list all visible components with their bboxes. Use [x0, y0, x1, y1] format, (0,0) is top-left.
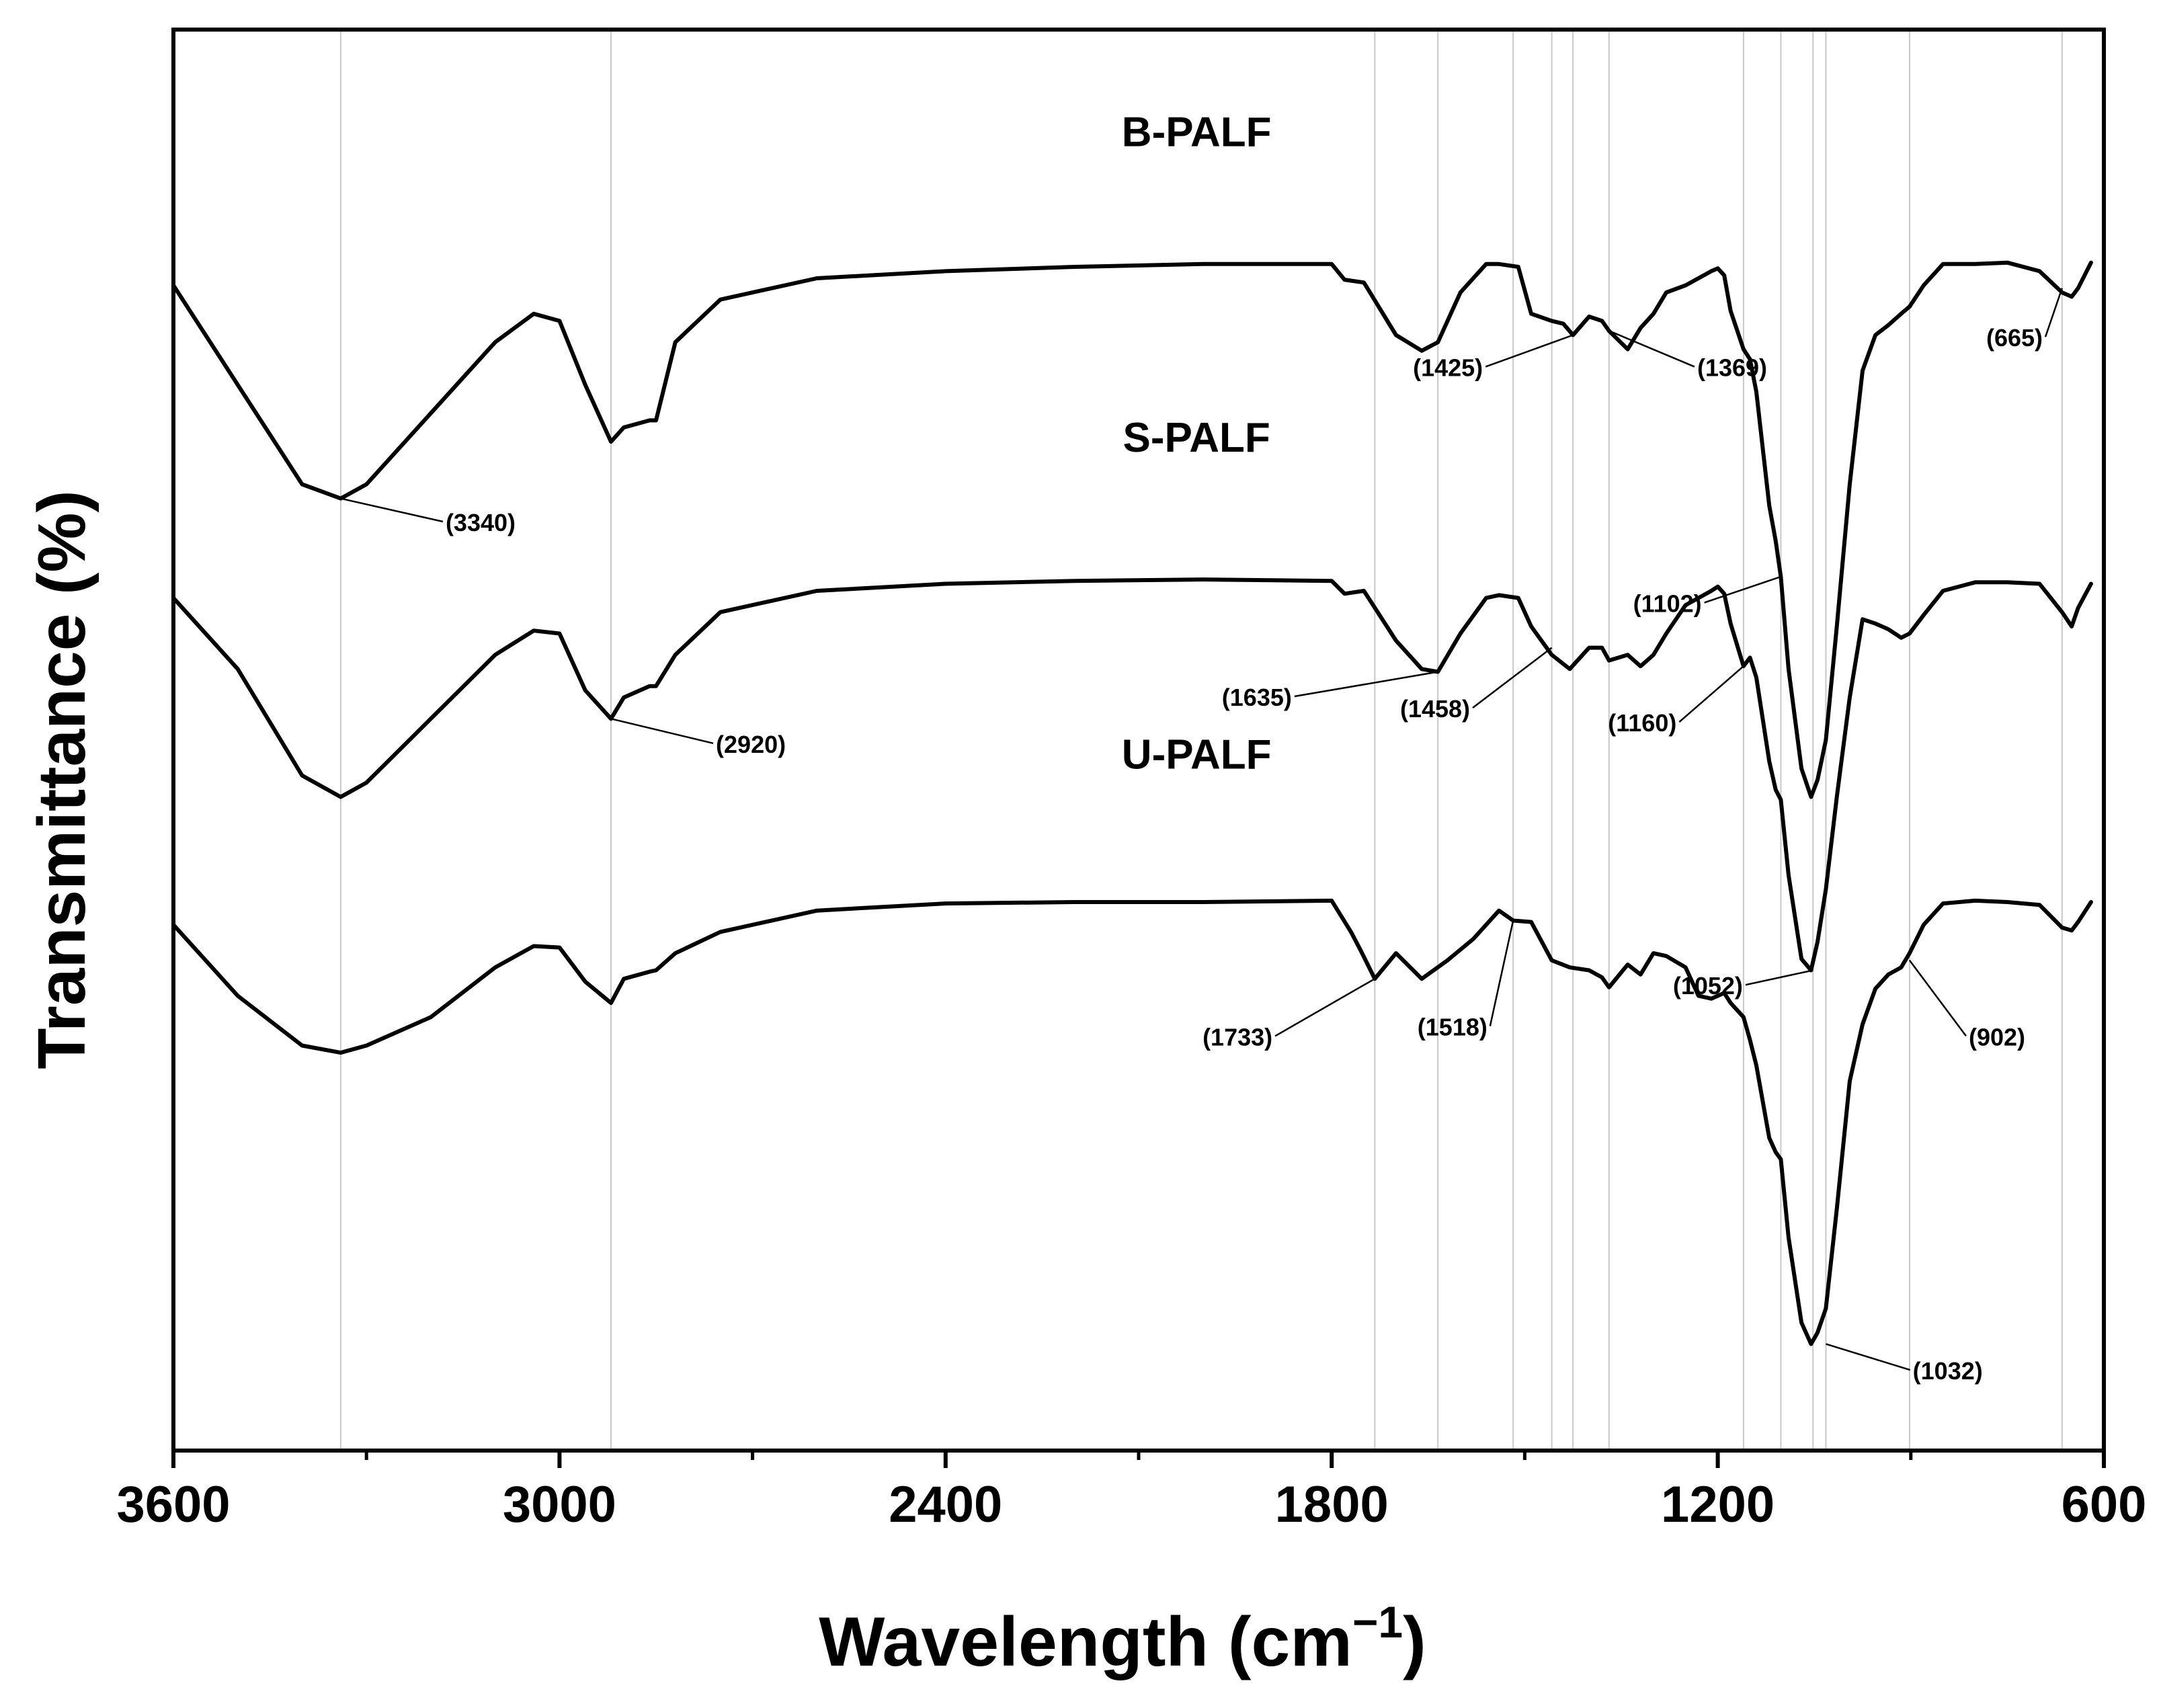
annotation-leader	[1294, 671, 1438, 698]
x-tick-label: 600	[2062, 1476, 2147, 1533]
annotation-leader	[1908, 959, 1967, 1037]
x-tick-label: 3600	[116, 1476, 230, 1533]
series-label-b-palf: B-PALF	[1122, 109, 1272, 155]
peak-label: (3340)	[446, 509, 516, 536]
x-tick-label: 1200	[1661, 1476, 1775, 1533]
peak-label: (1052)	[1673, 972, 1743, 1000]
annotation-leader	[1608, 330, 1695, 368]
peak-label: (2920)	[716, 731, 786, 758]
series-line-u-palf	[171, 898, 2093, 1346]
axes: 3600 3000 2400 1800 1200 600	[116, 28, 2147, 1533]
annotation-leader	[1274, 978, 1375, 1037]
x-tick-label: 3000	[503, 1476, 616, 1533]
series-label-u-palf: U-PALF	[1122, 731, 1272, 778]
peak-label: (1733)	[1202, 1023, 1272, 1051]
annotation-leader	[2044, 288, 2063, 337]
peak-label: (1518)	[1418, 1013, 1487, 1041]
peak-label: (1635)	[1222, 684, 1292, 711]
reference-lines	[339, 30, 2063, 1451]
annotation-leader	[1678, 665, 1744, 723]
annotation-leader	[1704, 575, 1781, 604]
peak-label: (1160)	[1608, 709, 1676, 737]
peak-label: (1369)	[1697, 354, 1767, 382]
annotation-leader	[340, 497, 444, 523]
annotation-leader	[1472, 647, 1553, 708]
annotation-leader	[1485, 334, 1574, 368]
y-axis-title: Transmittance (%)	[24, 490, 99, 1069]
x-tick-label: 2400	[889, 1476, 1002, 1533]
peak-label: (1102)	[1633, 590, 1702, 618]
peak-label: (665)	[1986, 324, 2043, 352]
series-label-s-palf: S-PALF	[1123, 415, 1270, 461]
series-labels: B-PALF S-PALF U-PALF	[1122, 109, 1272, 778]
peak-label: (902)	[1969, 1023, 2025, 1051]
peak-label: (1425)	[1413, 354, 1483, 382]
x-axis-title: Wavelength (cm−1)	[819, 1597, 1426, 1681]
annotation-leader	[1489, 920, 1514, 1026]
annotation-leader	[610, 718, 714, 745]
annotation-leader	[1745, 969, 1813, 986]
series-line-s-palf	[171, 577, 2093, 973]
peak-label: (1032)	[1913, 1357, 1983, 1385]
x-tick-label: 1800	[1275, 1476, 1389, 1533]
peak-annotations: (3340) (2920) (1425) (1369) (665) (1102) (1635…	[340, 288, 2063, 1385]
annotation-leader	[1826, 1343, 1911, 1371]
peak-label: (1458)	[1400, 695, 1470, 723]
